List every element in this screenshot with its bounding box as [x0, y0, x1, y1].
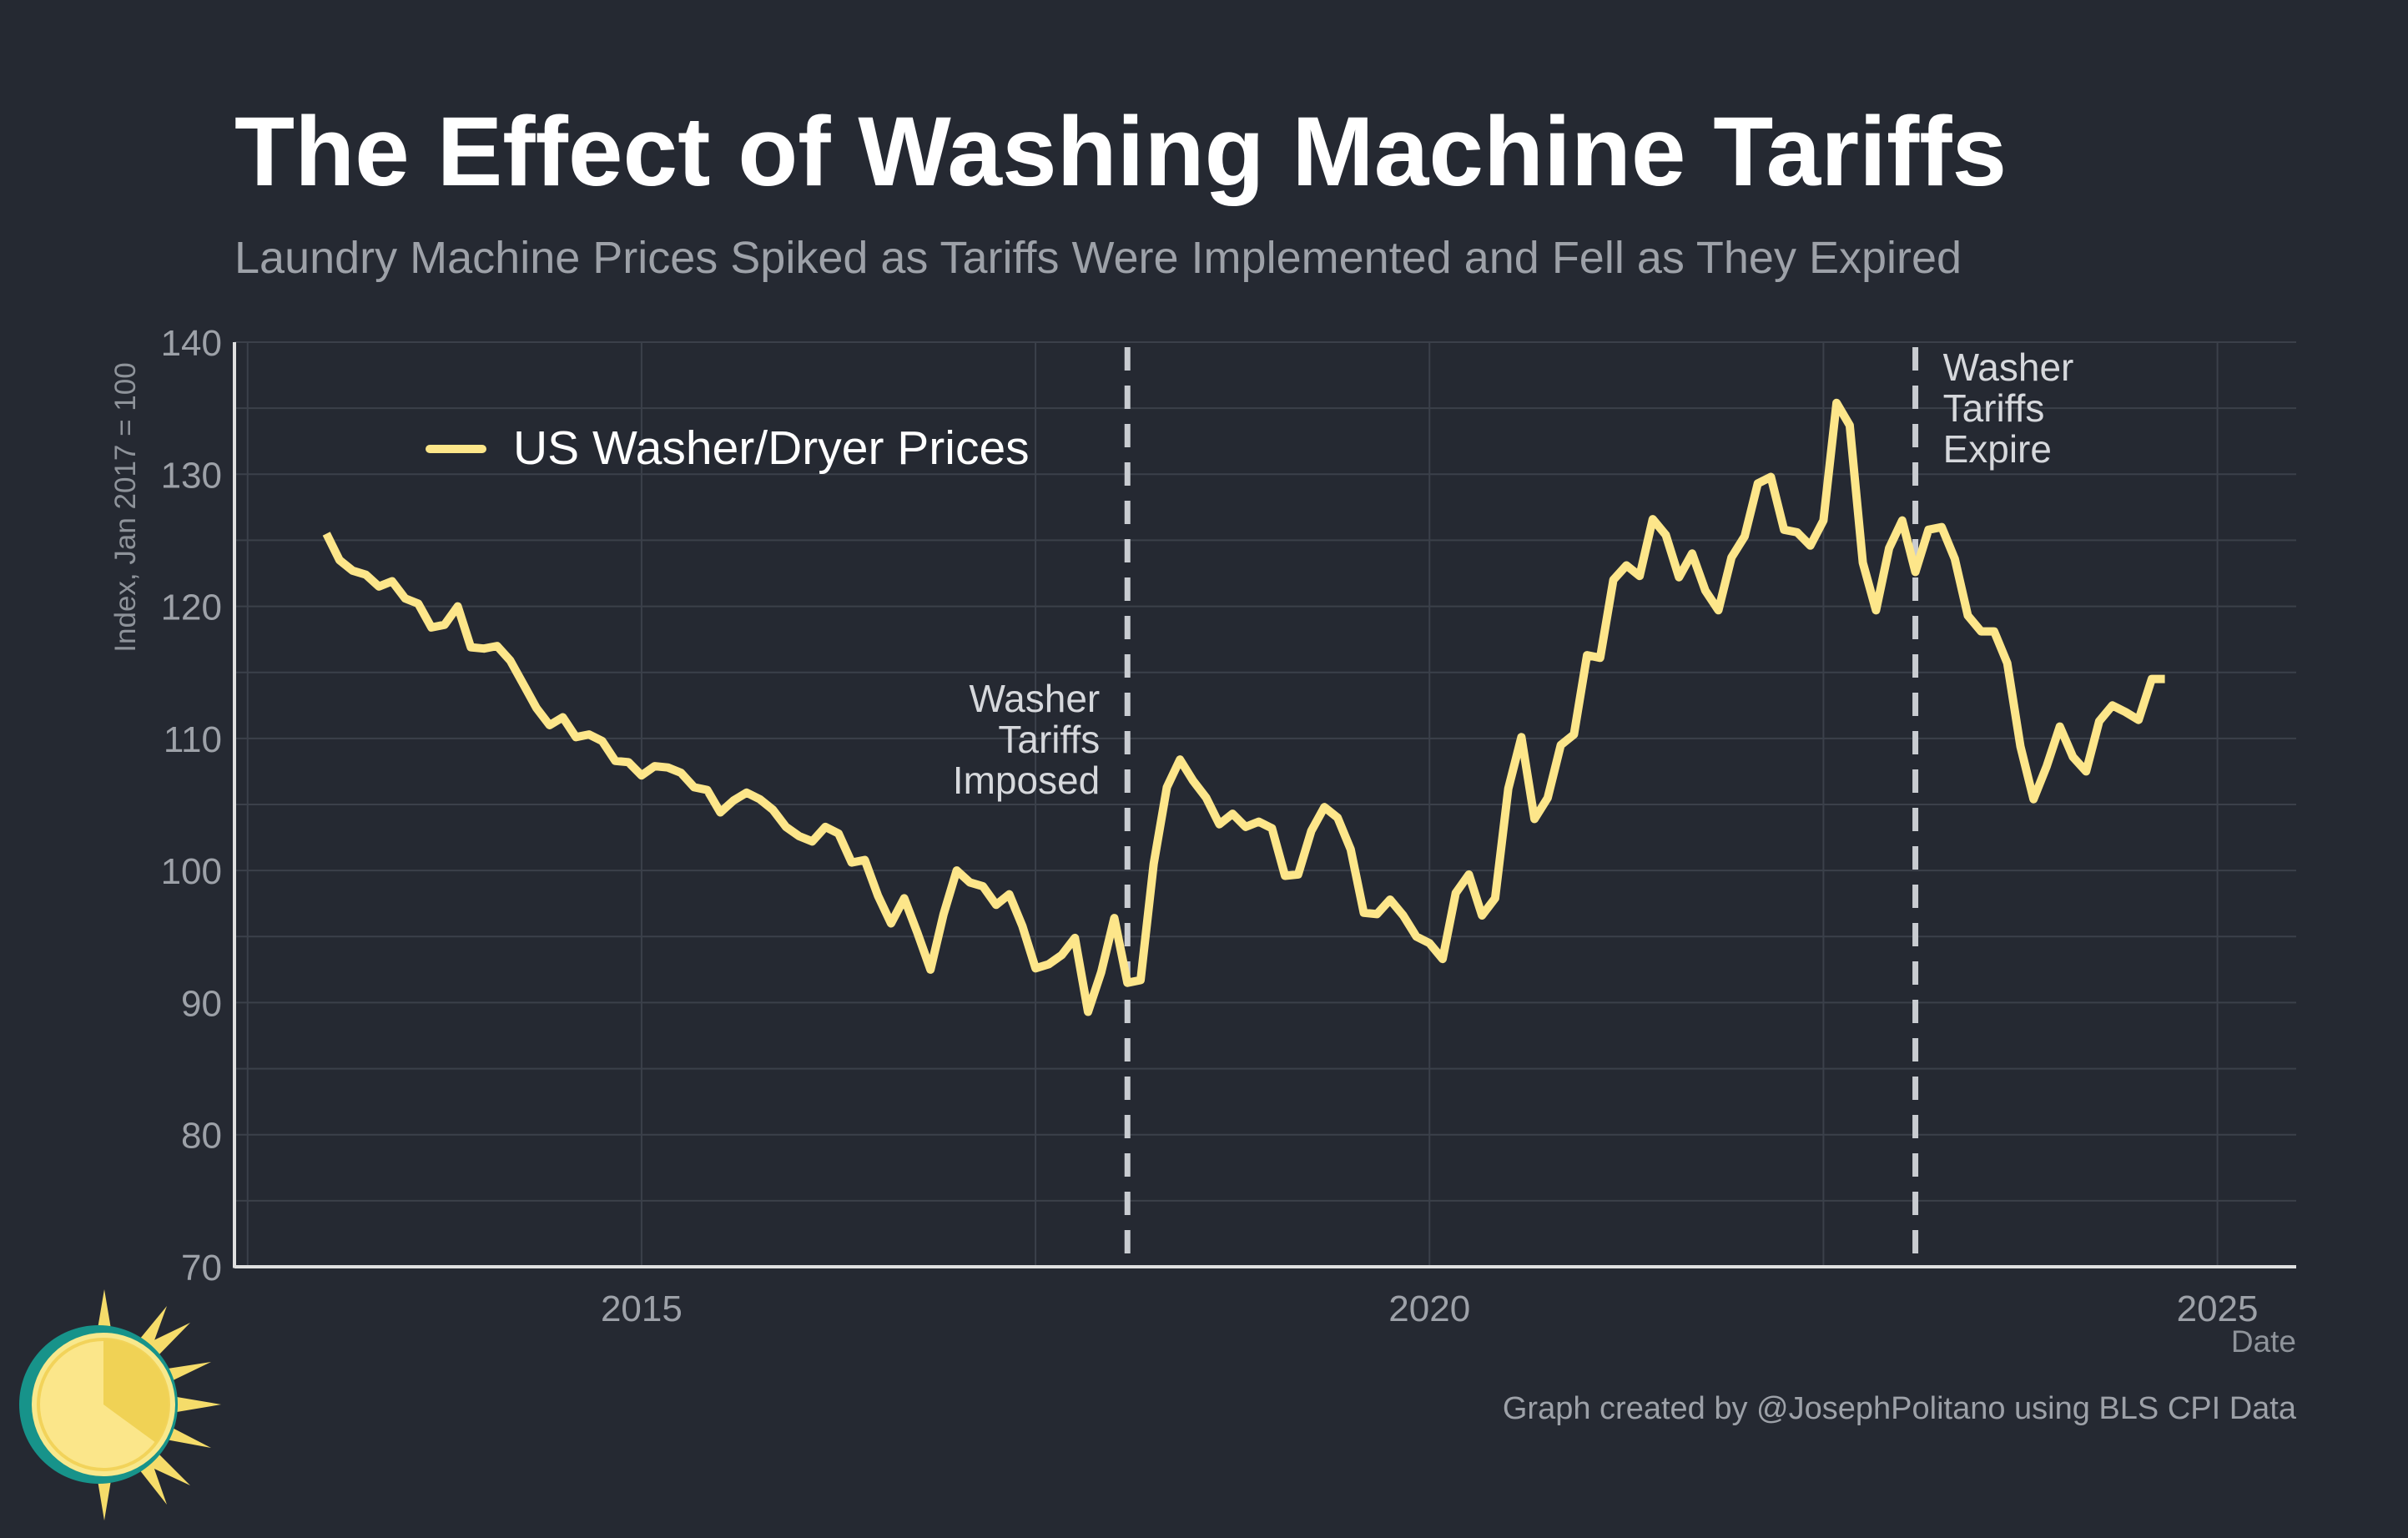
y-tick-label: 80 [181, 1116, 222, 1157]
annotation-line: Washer [969, 677, 1100, 720]
y-tick-label: 70 [181, 1248, 222, 1288]
annotation-line: Tariffs [998, 718, 1100, 761]
x-axis-label: Date [2231, 1324, 2296, 1359]
annotation-line: Washer [1943, 345, 2074, 389]
y-axis-label: Index, Jan 2017 = 100 [109, 362, 142, 652]
legend-entry: US Washer/Dryer Prices [513, 421, 1030, 475]
y-tick-label: 120 [161, 587, 222, 628]
y-tick-label: 110 [164, 719, 222, 760]
x-tick-label: 2015 [601, 1288, 683, 1329]
x-tick-label: 2025 [2177, 1288, 2259, 1329]
chart-title: The Effect of Washing Machine Tariffs [234, 97, 2007, 207]
axes [233, 342, 2296, 1268]
x-tick-label: 2020 [1388, 1288, 1470, 1329]
legend: US Washer/Dryer Prices [426, 421, 1030, 475]
y-tick-label: 130 [161, 455, 222, 496]
annotation-line: Tariffs [1943, 386, 2045, 430]
annotation-line: Imposed [953, 759, 1100, 802]
grid [234, 341, 2296, 1267]
y-tick-label: 140 [161, 323, 222, 364]
credit: Graph created by @JosephPolitano using B… [1503, 1391, 2297, 1426]
series-layer [322, 398, 2165, 1016]
series-line-washer-dryer-prices [322, 398, 2165, 1016]
tariff-event-lines [1124, 347, 1919, 1267]
y-tick-label: 90 [181, 983, 222, 1024]
y-tick-label: 100 [161, 851, 222, 892]
y-tick-labels: 70 80 90 100 110 120 130 140 [161, 323, 222, 1288]
annotation-line: Expire [1943, 427, 2052, 471]
x-tick-labels: 2015 2020 2025 [601, 1288, 2259, 1329]
chart-subtitle: Laundry Machine Prices Spiked as Tariffs… [234, 233, 1962, 283]
sun-logo-icon [19, 1289, 221, 1520]
